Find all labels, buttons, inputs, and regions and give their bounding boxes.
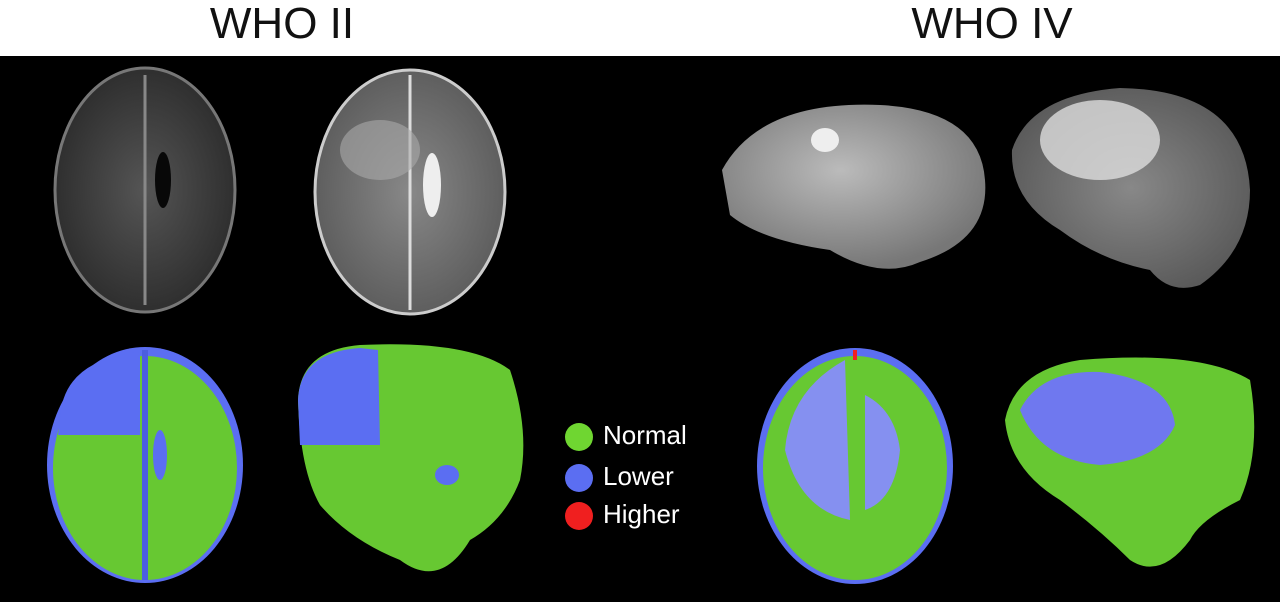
scan-detail <box>155 152 171 208</box>
scan-detail <box>340 120 420 180</box>
legend-label: Normal <box>603 420 687 450</box>
legend-swatch <box>565 464 593 492</box>
brain-map <box>763 356 947 580</box>
legend-swatch <box>565 502 593 530</box>
brain-map <box>58 352 140 435</box>
scan-detail <box>423 153 441 217</box>
map-detail <box>435 465 459 485</box>
scan-detail <box>811 128 839 152</box>
brain-map <box>1020 371 1175 465</box>
panel-title: WHO IV <box>911 0 1073 48</box>
brain-map <box>298 348 380 445</box>
brain-map <box>785 360 850 520</box>
legend: Normal Lower Higher <box>565 420 687 530</box>
legend-swatch <box>565 423 593 451</box>
legend-label: Higher <box>603 499 680 529</box>
legend-label: Lower <box>603 461 674 491</box>
scan-detail <box>1040 100 1160 180</box>
brain-map <box>865 395 900 510</box>
map-detail <box>153 430 167 480</box>
brain-scan <box>722 104 986 269</box>
panel-title: WHO II <box>210 0 354 48</box>
